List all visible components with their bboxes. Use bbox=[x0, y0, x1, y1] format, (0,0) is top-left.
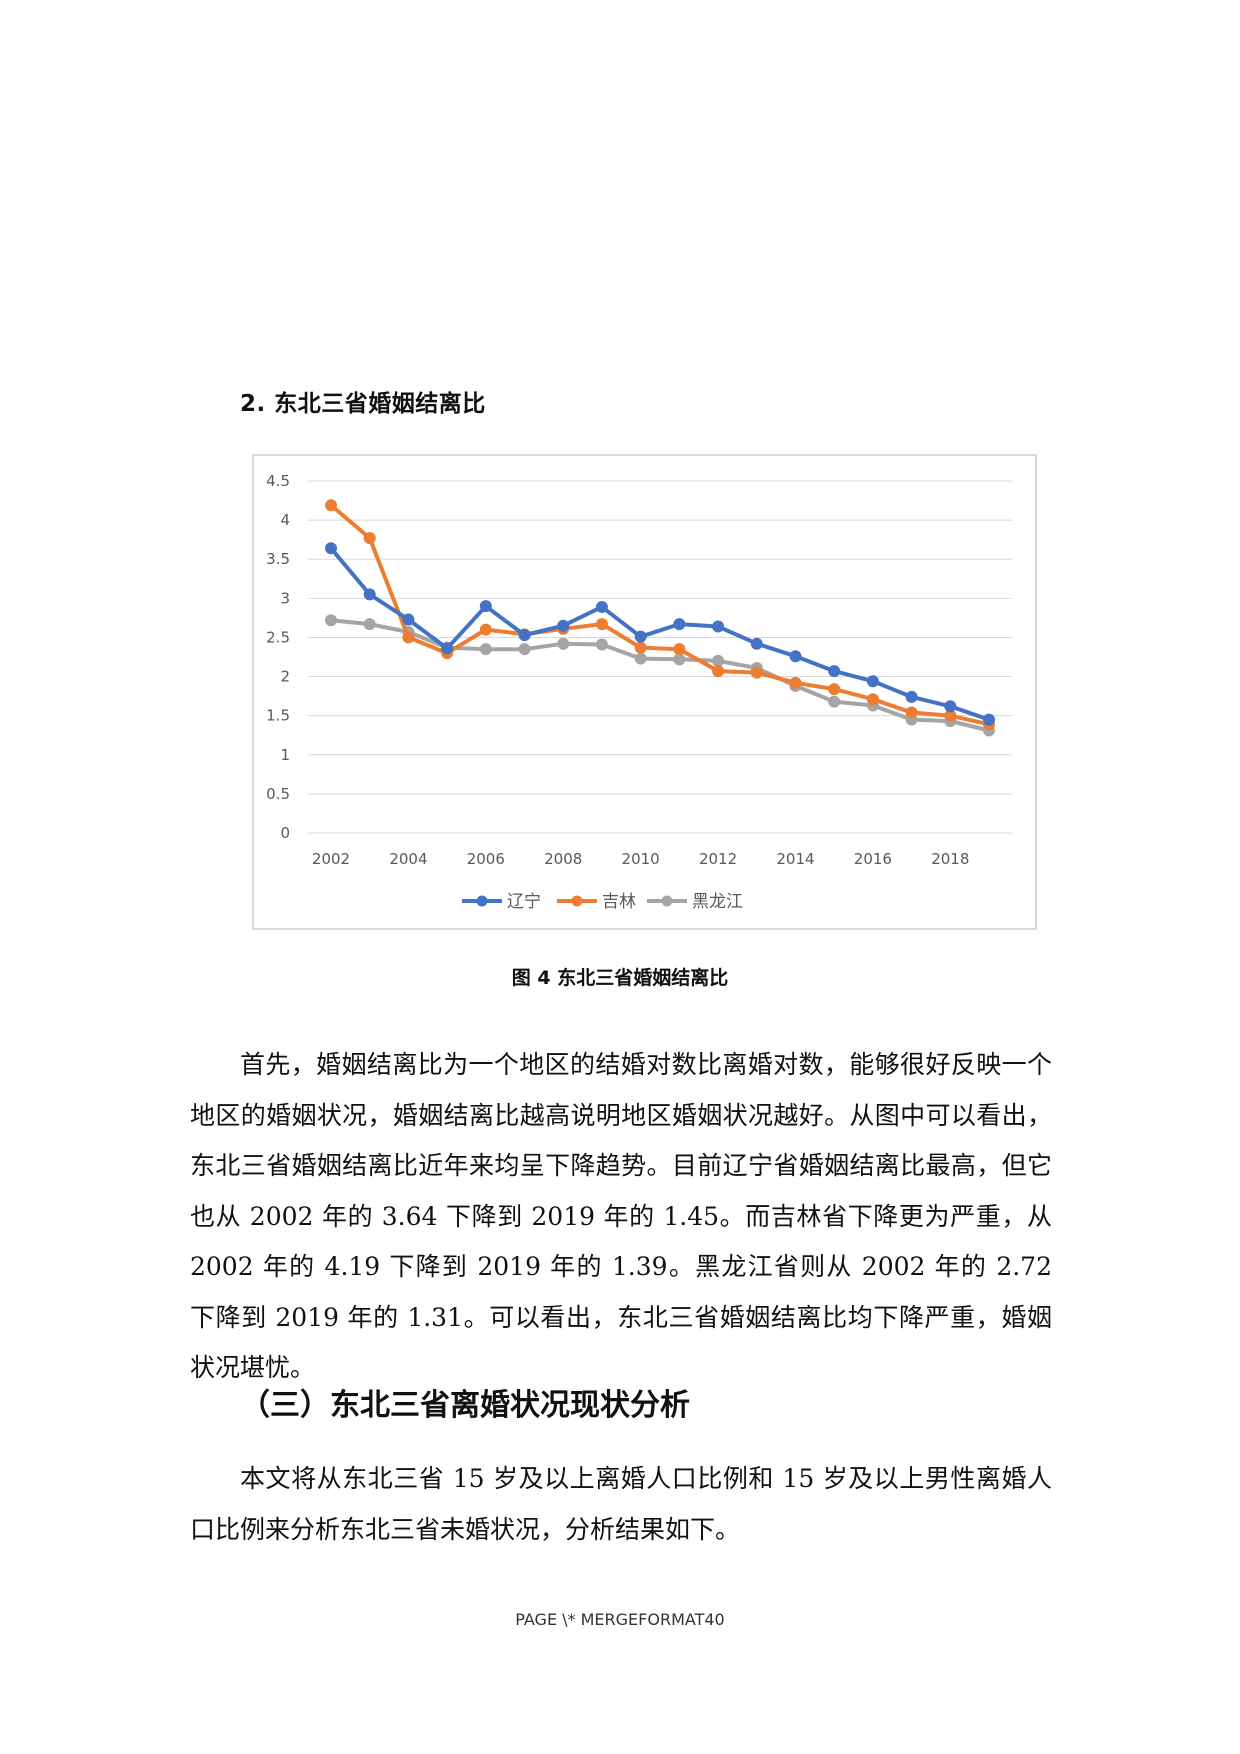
data-point bbox=[557, 637, 570, 650]
x-tick-label: 2016 bbox=[854, 850, 892, 868]
section-heading: 2. 东北三省婚姻结离比 bbox=[240, 391, 486, 417]
body-paragraph-2: 本文将从东北三省 15 岁及以上离婚人口比例和 15 岁及以上男性离婚人口比例来… bbox=[190, 1464, 1052, 1544]
data-point bbox=[518, 629, 531, 642]
data-point bbox=[479, 643, 492, 656]
data-point bbox=[789, 650, 802, 663]
legend-marker bbox=[571, 895, 583, 907]
y-tick-label: 1.5 bbox=[266, 707, 290, 725]
data-point bbox=[944, 700, 957, 713]
line-chart: 0 0.5 1 1.5 2 2.5 3 3.5 4 4.5 2002 2004 2006 2008 2010… bbox=[252, 454, 1037, 930]
data-point bbox=[983, 713, 995, 726]
data-point bbox=[634, 652, 647, 665]
y-tick-label: 4.5 bbox=[266, 472, 290, 490]
data-point bbox=[712, 654, 725, 667]
data-point bbox=[750, 637, 763, 650]
data-point bbox=[673, 653, 686, 666]
y-tick-label: 0.5 bbox=[266, 785, 290, 803]
data-point bbox=[363, 618, 376, 631]
figure-caption: 图 4 东北三省婚姻结离比 bbox=[511, 967, 729, 989]
data-point bbox=[402, 631, 415, 644]
legend-label: 黑龙江 bbox=[692, 892, 743, 912]
data-point bbox=[595, 618, 608, 631]
data-point bbox=[712, 620, 725, 633]
x-tick-label: 2004 bbox=[389, 850, 427, 868]
legend-label: 辽宁 bbox=[507, 892, 541, 912]
chart-canvas: 0 0.5 1 1.5 2 2.5 3 3.5 4 4.5 2002 2004 2006 2008 2010… bbox=[266, 472, 1012, 912]
data-point bbox=[673, 643, 686, 656]
series-line-辽宁 bbox=[329, 546, 991, 722]
data-point bbox=[363, 588, 376, 601]
x-tick-label: 2014 bbox=[776, 850, 814, 868]
x-tick-label: 2018 bbox=[931, 850, 969, 868]
data-point bbox=[595, 600, 608, 613]
y-tick-label: 3.5 bbox=[266, 550, 290, 568]
data-point bbox=[905, 690, 918, 703]
y-tick-label: 1 bbox=[280, 746, 290, 764]
subsection-heading: （三）东北三省离婚状况现状分析 bbox=[240, 1388, 690, 1423]
y-tick-label: 3 bbox=[280, 589, 290, 607]
data-point bbox=[712, 665, 725, 678]
y-tick-label: 0 bbox=[280, 824, 290, 842]
data-point bbox=[557, 619, 570, 632]
data-point bbox=[673, 618, 686, 631]
data-point bbox=[634, 641, 647, 654]
y-tick-label: 2.5 bbox=[266, 628, 290, 646]
x-tick-label: 2006 bbox=[467, 850, 505, 868]
legend-marker bbox=[661, 895, 673, 907]
data-point bbox=[750, 666, 763, 679]
data-point bbox=[828, 695, 841, 708]
data-point bbox=[518, 643, 531, 656]
data-point bbox=[866, 693, 879, 706]
y-tick-label: 2 bbox=[280, 668, 290, 686]
data-point bbox=[789, 676, 802, 689]
data-point bbox=[479, 600, 492, 613]
data-point bbox=[325, 614, 337, 627]
x-tick-label: 2008 bbox=[544, 850, 582, 868]
data-point bbox=[363, 532, 376, 545]
body-paragraph-1: 首先，婚姻结离比为一个地区的结婚对数比离婚对数，能够很好反映一个地区的婚姻状况，… bbox=[190, 1050, 1052, 1382]
data-point bbox=[905, 706, 918, 719]
data-point bbox=[479, 623, 492, 636]
page-footer: PAGE \* MERGEFORMAT40 bbox=[515, 1610, 725, 1629]
data-point bbox=[828, 665, 841, 678]
x-tick-label: 2010 bbox=[622, 850, 660, 868]
data-point bbox=[325, 542, 337, 555]
data-point bbox=[828, 683, 841, 696]
data-point bbox=[634, 630, 647, 643]
legend-label: 吉林 bbox=[602, 892, 636, 912]
x-tick-label: 2002 bbox=[312, 850, 350, 868]
legend-marker bbox=[476, 895, 488, 907]
data-point bbox=[441, 642, 454, 655]
data-point bbox=[866, 675, 879, 688]
data-point bbox=[595, 638, 608, 651]
data-point bbox=[402, 613, 415, 626]
series-line-吉林 bbox=[329, 503, 991, 727]
y-tick-label: 4 bbox=[280, 511, 290, 529]
x-tick-label: 2012 bbox=[699, 850, 737, 868]
data-point bbox=[325, 499, 337, 512]
